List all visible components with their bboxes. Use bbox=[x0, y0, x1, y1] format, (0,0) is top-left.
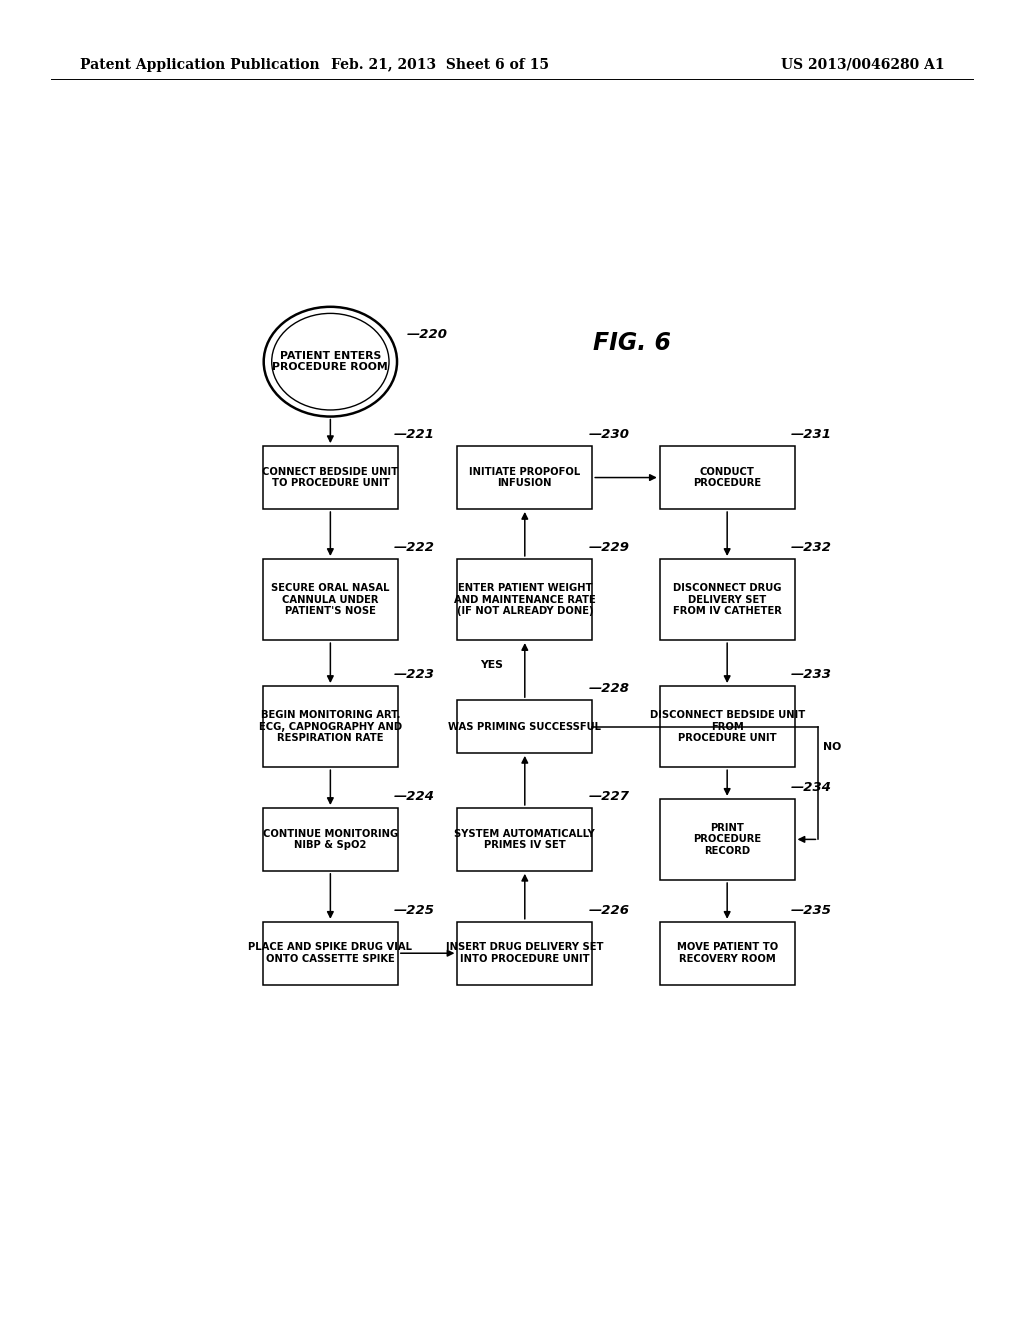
Text: CONTINUE MONITORING
NIBP & SpO2: CONTINUE MONITORING NIBP & SpO2 bbox=[263, 829, 398, 850]
Text: DISCONNECT DRUG
DELIVERY SET
FROM IV CATHETER: DISCONNECT DRUG DELIVERY SET FROM IV CAT… bbox=[673, 583, 781, 616]
Text: —228: —228 bbox=[588, 682, 630, 696]
Text: WAS PRIMING SUCCESSFUL: WAS PRIMING SUCCESSFUL bbox=[449, 722, 601, 731]
Text: INSERT DRUG DELIVERY SET
INTO PROCEDURE UNIT: INSERT DRUG DELIVERY SET INTO PROCEDURE … bbox=[446, 942, 603, 964]
Text: YES: YES bbox=[479, 660, 503, 671]
Text: —227: —227 bbox=[588, 789, 630, 803]
Text: INITIATE PROPOFOL
INFUSION: INITIATE PROPOFOL INFUSION bbox=[469, 467, 581, 488]
Text: MOVE PATIENT TO
RECOVERY ROOM: MOVE PATIENT TO RECOVERY ROOM bbox=[677, 942, 778, 964]
Text: —231: —231 bbox=[791, 428, 831, 441]
Text: —226: —226 bbox=[588, 904, 630, 916]
Text: —235: —235 bbox=[791, 904, 831, 916]
Text: —223: —223 bbox=[394, 668, 435, 681]
Text: —230: —230 bbox=[588, 428, 630, 441]
Text: —221: —221 bbox=[394, 428, 435, 441]
Text: DISCONNECT BEDSIDE UNIT
FROM
PROCEDURE UNIT: DISCONNECT BEDSIDE UNIT FROM PROCEDURE U… bbox=[649, 710, 805, 743]
Text: BEGIN MONITORING ART.
ECG, CAPNOGRAPHY AND
RESPIRATION RATE: BEGIN MONITORING ART. ECG, CAPNOGRAPHY A… bbox=[259, 710, 402, 743]
Text: —222: —222 bbox=[394, 541, 435, 554]
Text: —229: —229 bbox=[588, 541, 630, 554]
Text: SECURE ORAL NASAL
CANNULA UNDER
PATIENT'S NOSE: SECURE ORAL NASAL CANNULA UNDER PATIENT'… bbox=[271, 583, 389, 616]
Text: Patent Application Publication: Patent Application Publication bbox=[80, 58, 319, 71]
Text: —225: —225 bbox=[394, 904, 435, 916]
Text: PLACE AND SPIKE DRUG VIAL
ONTO CASSETTE SPIKE: PLACE AND SPIKE DRUG VIAL ONTO CASSETTE … bbox=[249, 942, 413, 964]
Text: —233: —233 bbox=[791, 668, 831, 681]
Text: CONNECT BEDSIDE UNIT
TO PROCEDURE UNIT: CONNECT BEDSIDE UNIT TO PROCEDURE UNIT bbox=[262, 467, 398, 488]
Text: PRINT
PROCEDURE
RECORD: PRINT PROCEDURE RECORD bbox=[693, 822, 761, 855]
Text: PATIENT ENTERS
PROCEDURE ROOM: PATIENT ENTERS PROCEDURE ROOM bbox=[272, 351, 388, 372]
Text: NO: NO bbox=[823, 742, 842, 752]
Text: SYSTEM AUTOMATICALLY
PRIMES IV SET: SYSTEM AUTOMATICALLY PRIMES IV SET bbox=[455, 829, 595, 850]
Text: —232: —232 bbox=[791, 541, 831, 554]
Text: US 2013/0046280 A1: US 2013/0046280 A1 bbox=[780, 58, 944, 71]
Text: ENTER PATIENT WEIGHT
AND MAINTENANCE RATE
(IF NOT ALREADY DONE): ENTER PATIENT WEIGHT AND MAINTENANCE RAT… bbox=[454, 583, 596, 616]
Text: Feb. 21, 2013  Sheet 6 of 15: Feb. 21, 2013 Sheet 6 of 15 bbox=[332, 58, 549, 71]
Text: CONDUCT
PROCEDURE: CONDUCT PROCEDURE bbox=[693, 467, 761, 488]
Text: —224: —224 bbox=[394, 789, 435, 803]
Text: FIG. 6: FIG. 6 bbox=[593, 331, 671, 355]
Text: —234: —234 bbox=[791, 780, 831, 793]
Text: —220: —220 bbox=[407, 327, 447, 341]
